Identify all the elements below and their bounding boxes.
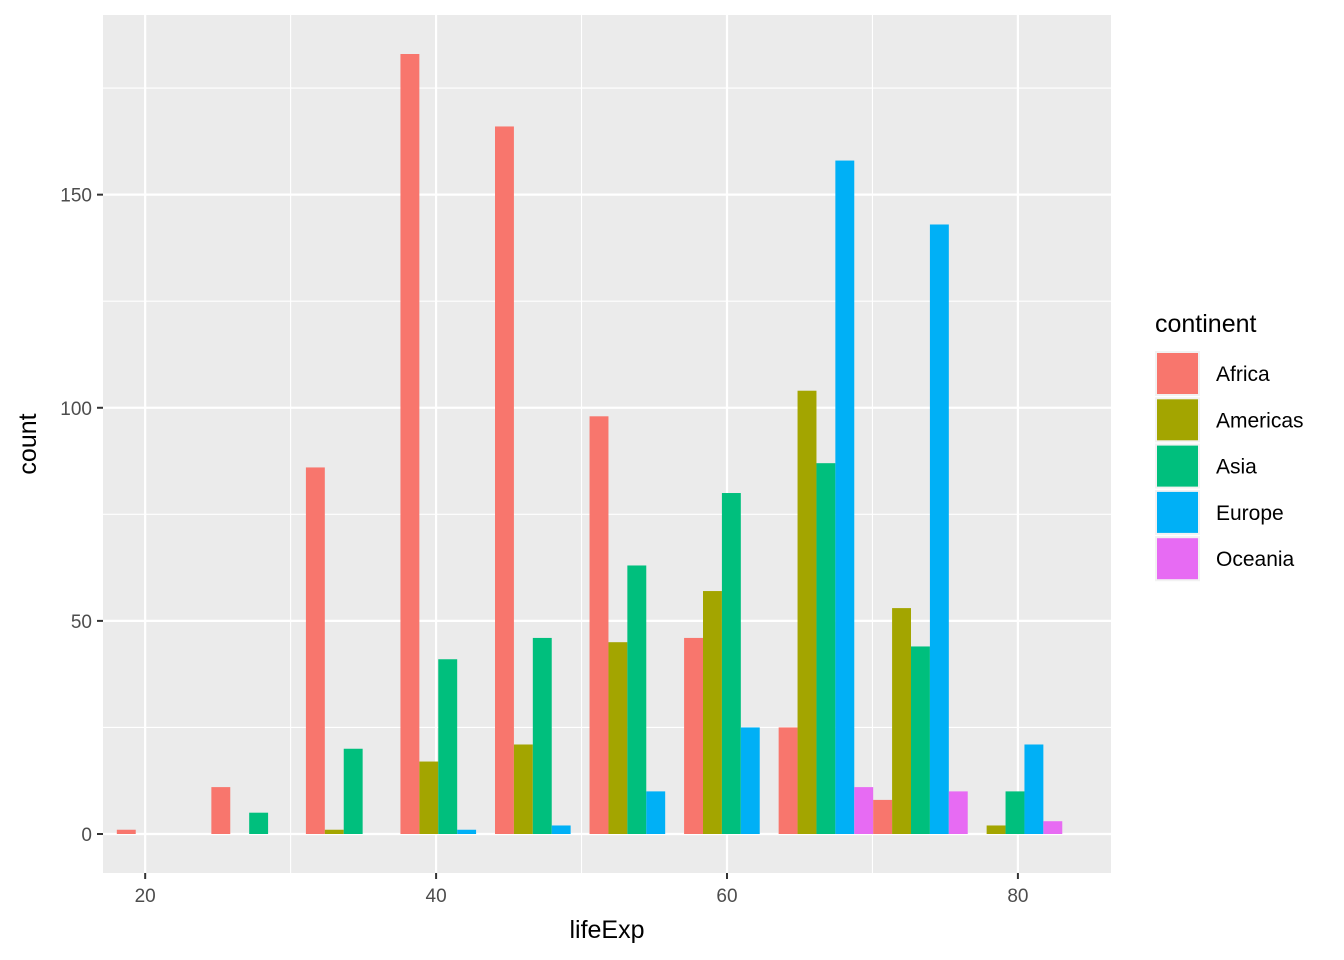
bar-africa	[495, 126, 514, 834]
bar-americas	[703, 591, 722, 834]
bar-americas	[986, 825, 1006, 834]
legend: continent Africa Americas Asia Europe Oceani…	[1155, 310, 1304, 582]
legend-label-oceania: Oceania	[1216, 548, 1295, 571]
bar-europe	[835, 160, 855, 834]
legend-label-europe: Europe	[1216, 502, 1284, 525]
bar-oceania	[948, 791, 968, 834]
x-tick-label: 20	[135, 886, 156, 907]
y-tick-label: 100	[60, 399, 92, 420]
bar-asia	[627, 565, 647, 834]
bar-africa	[684, 637, 703, 834]
bar-oceania	[854, 787, 874, 834]
legend-items: Africa Americas Asia Europe Oceania	[1155, 351, 1304, 582]
bar-americas	[419, 761, 439, 834]
y-tick-label: 0	[81, 825, 92, 846]
bar-asia	[438, 659, 458, 834]
bar-europe	[646, 791, 666, 834]
bar-americas	[892, 608, 911, 834]
bar-asia	[911, 646, 930, 834]
bar-europe	[929, 224, 949, 835]
y-tick-label: 150	[60, 186, 92, 207]
bar-americas	[324, 829, 344, 834]
x-axis-title: lifeExp	[569, 916, 644, 944]
legend-title: continent	[1155, 310, 1257, 338]
x-tick-label: 60	[716, 886, 737, 907]
bar-africa	[400, 54, 420, 834]
bar-africa	[305, 467, 325, 834]
legend-swatch-oceania	[1157, 538, 1198, 580]
bar-europe	[1024, 744, 1044, 834]
bar-europe	[740, 727, 760, 834]
bar-americas	[608, 642, 628, 834]
bar-europe	[551, 825, 571, 834]
legend-swatch-europe	[1157, 491, 1198, 533]
x-tick-label: 80	[1007, 886, 1028, 907]
y-axis: 0 50 100 150	[60, 186, 103, 846]
legend-label-asia: Asia	[1216, 456, 1257, 479]
legend-swatch-asia	[1157, 445, 1198, 487]
bar-africa	[873, 799, 893, 834]
legend-swatch-americas	[1157, 399, 1198, 441]
bar-americas	[513, 744, 533, 834]
bar-asia	[1005, 791, 1025, 834]
bar-asia	[816, 463, 836, 834]
histogram-bars	[116, 54, 1063, 835]
legend-swatch-africa	[1157, 353, 1198, 394]
bar-europe	[457, 829, 477, 834]
bar-africa	[778, 727, 798, 834]
bar-africa	[211, 787, 231, 834]
legend-label-americas: Americas	[1216, 409, 1304, 432]
bar-asia	[721, 493, 741, 834]
bar-americas	[797, 390, 817, 834]
bar-africa	[116, 829, 136, 834]
x-axis: 20 40 60 80	[135, 873, 1028, 907]
y-axis-title: count	[14, 413, 42, 474]
bar-oceania	[1043, 821, 1063, 834]
bar-asia	[532, 637, 552, 834]
y-tick-label: 50	[71, 612, 92, 633]
legend-label-africa: Africa	[1216, 363, 1270, 386]
bar-asia	[249, 812, 269, 834]
bar-asia	[343, 748, 363, 834]
x-tick-label: 40	[426, 886, 447, 907]
bar-africa	[589, 416, 609, 834]
